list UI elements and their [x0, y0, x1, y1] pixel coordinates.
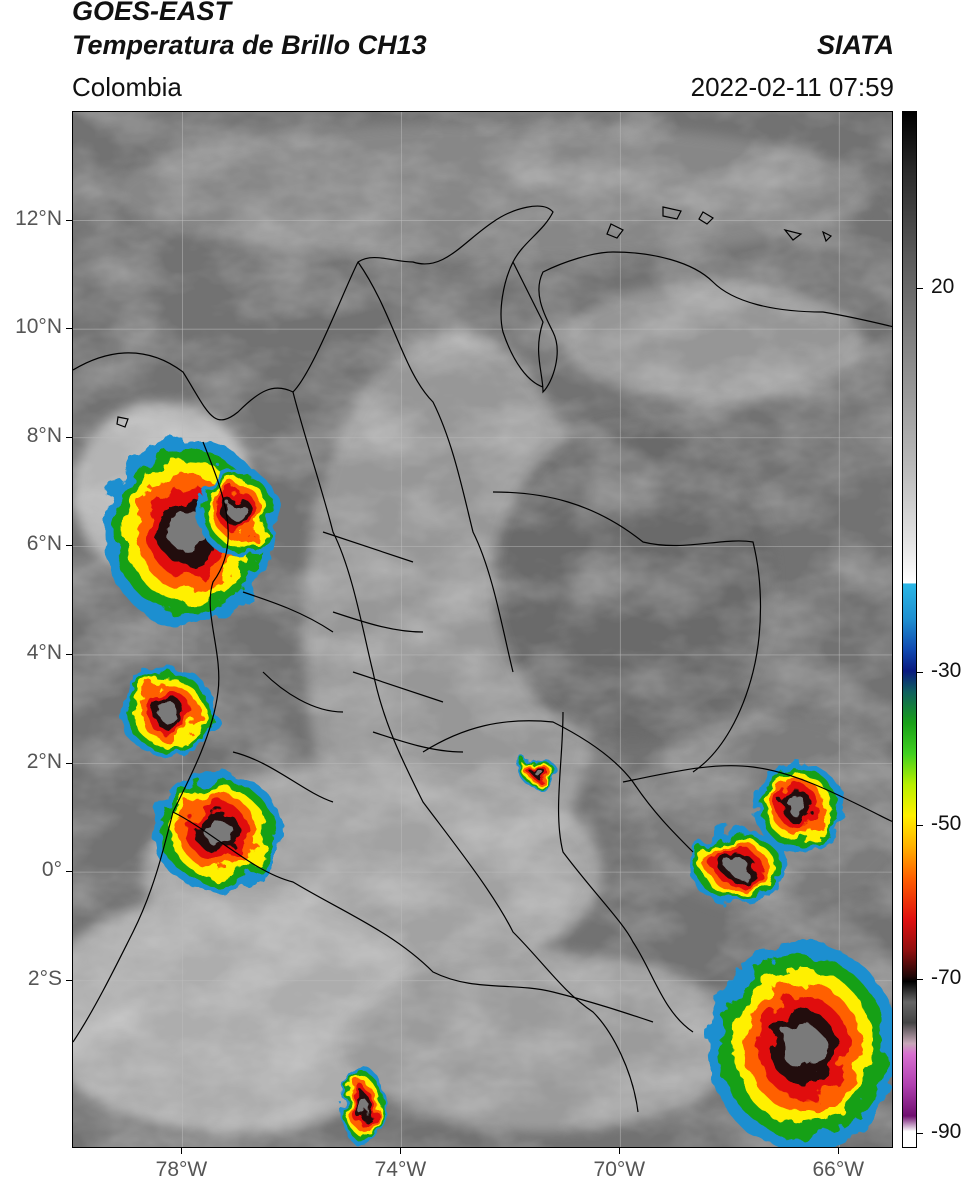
storm-ring [157, 702, 179, 722]
lat-tick-label: 10°N [15, 315, 62, 339]
lat-tick-label: 2°S [27, 966, 62, 990]
lat-tick-mark [66, 871, 72, 873]
department-lines [322, 531, 464, 753]
pacific-coastline [73, 441, 229, 1043]
storm-cells [103, 437, 892, 1147]
lat-tick-mark [66, 979, 72, 981]
department-lines-west [232, 591, 344, 803]
storm-ring [782, 1023, 824, 1071]
internal-boundary-a [292, 391, 639, 1113]
colorbar [902, 111, 917, 1148]
political-boundaries [73, 205, 892, 1113]
lat-tick-mark [66, 762, 72, 764]
internal-boundary-d [622, 765, 892, 822]
lon-tick-mark [181, 1148, 183, 1154]
colorbar-tick-label: -70 [931, 966, 962, 989]
storm-ring [169, 511, 207, 553]
storm-ring [788, 797, 808, 817]
colorbar-tick-mark [917, 1132, 923, 1134]
title-line-1: GOES-EAST [72, 0, 232, 26]
storm-ring [229, 502, 247, 522]
colorbar-tick-label: -90 [931, 1119, 962, 1143]
lat-tick-mark [66, 436, 72, 438]
lat-tick-mark [66, 653, 72, 655]
lat-tick-label: 12°N [15, 206, 62, 230]
internal-boundary-c [422, 720, 694, 853]
lon-tick-mark [619, 1148, 621, 1154]
title-line-2: Temperatura de Brillo CH13 [72, 30, 427, 60]
lon-tick-mark [838, 1148, 840, 1154]
venezuela-border [492, 491, 762, 773]
lon-tick-label: 74°W [374, 1158, 427, 1181]
lon-tick-label: 70°W [593, 1158, 646, 1181]
lat-tick-label: 4°N [26, 640, 62, 664]
brand-label: SIATA [817, 30, 894, 60]
internal-boundary-b [357, 261, 514, 673]
lat-tick-label: 0° [41, 858, 62, 882]
colorbar-tick-label: 20 [931, 274, 955, 298]
lon-tick-mark [400, 1148, 402, 1154]
colorbar-tick-label: -30 [931, 658, 962, 682]
lat-tick-mark [66, 328, 72, 330]
lon-tick-label: 66°W [812, 1158, 865, 1181]
satellite-map [72, 111, 893, 1148]
colorbar-tick-mark [917, 287, 923, 289]
satellite-image [73, 112, 892, 1147]
storm-ring [358, 1098, 368, 1116]
storm-ring [727, 858, 749, 876]
lat-tick-mark [66, 219, 72, 221]
brazil-border [557, 711, 694, 1033]
lat-tick-label: 8°N [26, 423, 62, 447]
lon-tick-label: 78°W [155, 1158, 208, 1181]
lat-tick-label: 6°N [26, 532, 62, 556]
storm-ring [203, 818, 233, 846]
lat-tick-mark [66, 545, 72, 547]
timestamp: 2022-02-11 07:59 [690, 72, 894, 102]
colorbar-tick-label: -50 [931, 812, 962, 836]
ecuador-peru-border [172, 811, 654, 1023]
caribbean-coastline [73, 205, 892, 421]
lat-tick-label: 2°N [26, 749, 62, 773]
region-label: Colombia [72, 72, 182, 102]
colorbar-tick-mark [917, 979, 923, 980]
storm-ring [534, 768, 542, 776]
colorbar-tick-mark [917, 825, 923, 827]
colorbar-tick-mark [917, 671, 923, 673]
islands [116, 206, 833, 428]
maracaibo-outline [500, 261, 544, 388]
